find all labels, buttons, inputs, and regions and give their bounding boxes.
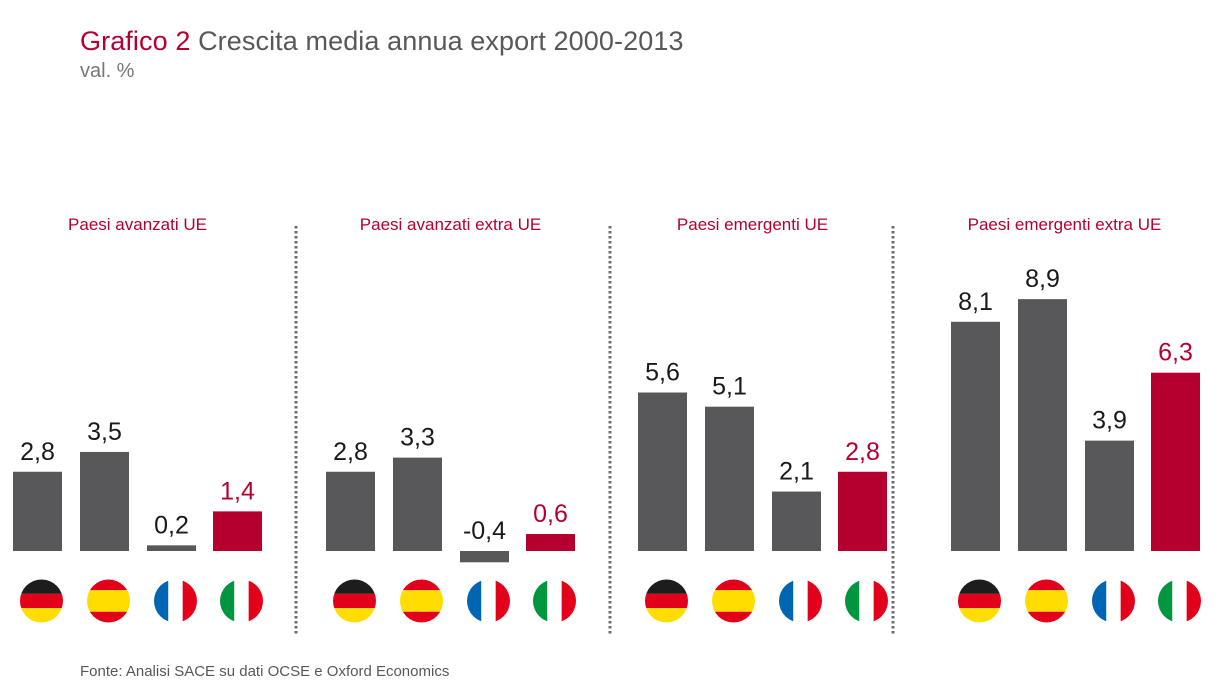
value-label: 3,9	[1092, 407, 1127, 435]
bar-spain	[393, 457, 442, 551]
bar-france	[460, 551, 509, 563]
spain-flag-icon	[1025, 579, 1068, 623]
france-flag-icon	[1092, 579, 1135, 623]
value-label: 2,8	[20, 438, 55, 466]
germany-flag-icon	[645, 579, 688, 623]
value-label: 5,6	[645, 359, 680, 387]
value-label: 8,9	[1025, 265, 1060, 293]
france-flag-icon	[779, 579, 822, 623]
bar-france	[147, 545, 196, 551]
bar-germany	[951, 321, 1000, 551]
value-label: 5,1	[712, 373, 747, 401]
bar-germany	[13, 471, 62, 551]
bar-france	[772, 491, 821, 551]
value-label: -0,4	[463, 517, 506, 545]
chart-title: Grafico 2 Crescita media annua export 20…	[80, 26, 684, 57]
panel-label-avanzati-ue: Paesi avanzati UE	[68, 215, 207, 234]
spain-flag-icon	[400, 579, 443, 623]
bar-france	[1085, 440, 1134, 551]
value-label: 1,4	[220, 477, 255, 505]
value-label: 3,3	[400, 424, 435, 452]
germany-flag-icon	[333, 579, 376, 623]
panel-label-avanzati-extra-ue: Paesi avanzati extra UE	[359, 215, 542, 234]
value-label: 8,1	[958, 288, 993, 316]
italy-flag-icon	[220, 579, 263, 623]
chart-title-text: Crescita media annua export 2000-2013	[198, 26, 684, 56]
value-label: 2,1	[779, 458, 814, 486]
france-flag-icon	[467, 579, 510, 623]
spain-flag-icon	[87, 579, 130, 623]
value-label: 6,3	[1158, 339, 1193, 367]
bar-germany	[326, 471, 375, 551]
italy-flag-icon	[1158, 579, 1201, 623]
bar-italy	[213, 511, 262, 551]
panel-label-emergenti-ue: Paesi emergenti UE	[676, 215, 829, 234]
germany-flag-icon	[958, 579, 1001, 623]
value-label: 2,8	[845, 438, 880, 466]
chart-title-number: Grafico 2	[80, 26, 191, 56]
source-note: Fonte: Analisi SACE su dati OCSE e Oxfor…	[80, 663, 450, 680]
value-label: 0,2	[154, 511, 189, 539]
bar-italy	[526, 534, 575, 551]
spain-flag-icon	[712, 579, 755, 623]
bar-spain	[80, 451, 129, 551]
bar-germany	[638, 392, 687, 551]
italy-flag-icon	[533, 579, 576, 623]
germany-flag-icon	[20, 579, 63, 623]
bar-spain	[1018, 299, 1067, 551]
bar-spain	[705, 406, 754, 551]
value-label: 3,5	[87, 418, 122, 446]
italy-flag-icon	[845, 579, 888, 623]
chart-subtitle: val. %	[80, 60, 135, 82]
bar-italy	[1151, 372, 1200, 551]
france-flag-icon	[154, 579, 197, 623]
panel-label-emergenti-extra-ue: Paesi emergenti extra UE	[967, 215, 1162, 234]
value-label: 2,8	[333, 438, 368, 466]
value-label: 0,6	[533, 500, 568, 528]
bar-italy	[838, 471, 887, 551]
